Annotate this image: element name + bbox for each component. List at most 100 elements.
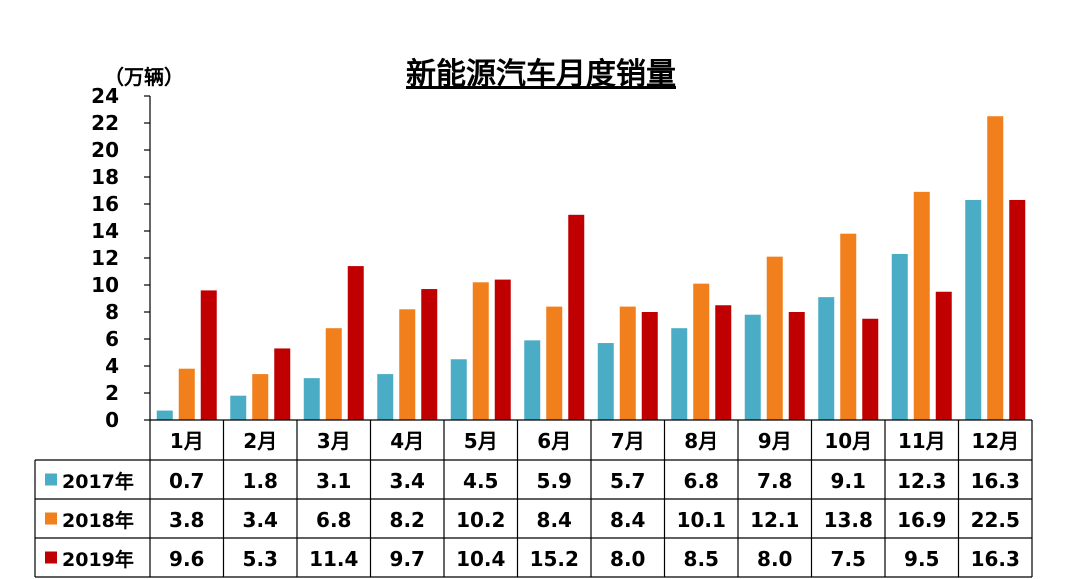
y-tick-label: 12 (91, 246, 119, 270)
data-label: 5.3 (243, 547, 278, 571)
data-label: 3.4 (390, 469, 425, 493)
category-label: 7月 (611, 429, 645, 453)
bar (891, 253, 908, 420)
data-label: 4.5 (463, 469, 498, 493)
bar (619, 306, 636, 420)
bar (399, 309, 416, 420)
category-label: 3月 (317, 429, 351, 453)
bar (641, 312, 658, 420)
bar (200, 290, 217, 420)
data-label: 3.1 (316, 469, 351, 493)
legend-swatch (45, 473, 57, 486)
data-table: 1月 2月 3月 4月 5月 6月 7月 8月 9月 10月 11月 12月 2017年 0.7 1.8 3.… (34, 419, 1033, 578)
y-unit-label: （万辆） (104, 65, 184, 89)
legend-swatch (45, 551, 57, 564)
data-label: 8.2 (390, 508, 425, 532)
data-label: 9.5 (904, 547, 939, 571)
category-label: 1月 (170, 429, 204, 453)
chart-title: 新能源汽车月度销量 (406, 57, 676, 92)
bar (597, 343, 614, 420)
bar (450, 359, 467, 420)
y-tick-label: 22 (91, 111, 119, 135)
y-tick-label: 2 (105, 381, 119, 405)
category-label: 8月 (684, 429, 718, 453)
bar (693, 283, 710, 420)
data-label: 8.0 (757, 547, 792, 571)
category-label: 2月 (243, 429, 277, 453)
data-label: 10.2 (456, 508, 505, 532)
data-label: 7.5 (831, 547, 866, 571)
y-tick-label: 0 (105, 408, 119, 432)
data-label: 12.1 (750, 508, 799, 532)
bar (178, 368, 195, 420)
bar (377, 374, 394, 420)
bar (862, 318, 879, 420)
data-label: 11.4 (309, 547, 358, 571)
bar (840, 233, 857, 420)
category-label: 9月 (758, 429, 792, 453)
category-label: 11月 (898, 429, 946, 453)
bar (156, 410, 173, 420)
data-label: 9.7 (390, 547, 425, 571)
data-label: 16.3 (971, 469, 1020, 493)
bar (744, 314, 761, 420)
bar (347, 266, 364, 420)
y-tick-label: 24 (91, 84, 119, 108)
data-label: 8.0 (610, 547, 645, 571)
bar (568, 214, 585, 420)
y-tick-label: 8 (105, 300, 119, 324)
data-label: 5.7 (610, 469, 645, 493)
legend-swatch (45, 512, 57, 525)
bar (325, 328, 342, 420)
data-label: 8.5 (684, 547, 719, 571)
data-label: 1.8 (243, 469, 278, 493)
data-label: 6.8 (316, 508, 351, 532)
bar (421, 289, 438, 420)
bar (494, 279, 511, 420)
category-label: 10月 (824, 429, 872, 453)
y-tick-label: 18 (91, 165, 119, 189)
data-label: 3.8 (169, 508, 204, 532)
bar (230, 395, 247, 420)
bar (524, 340, 541, 420)
bar (472, 282, 489, 420)
data-label: 9.1 (831, 469, 866, 493)
bar (252, 374, 269, 420)
legend-label: 2017年 (62, 470, 134, 493)
data-label: 0.7 (169, 469, 204, 493)
y-tick-label: 10 (91, 273, 119, 297)
data-label: 8.4 (537, 508, 572, 532)
legend-label: 2018年 (62, 509, 134, 532)
data-label: 5.9 (537, 469, 572, 493)
data-label: 3.4 (243, 508, 278, 532)
bar (303, 378, 320, 420)
bar (935, 291, 952, 420)
y-tick-label: 14 (91, 219, 119, 243)
y-tick-label: 16 (91, 192, 119, 216)
category-label: 12月 (971, 429, 1019, 453)
y-tick-label: 20 (91, 138, 119, 162)
data-label: 10.1 (677, 508, 726, 532)
y-tick-label: 6 (105, 327, 119, 351)
bar (913, 191, 930, 420)
category-label: 6月 (537, 429, 571, 453)
data-label: 6.8 (684, 469, 719, 493)
bar (1009, 199, 1026, 420)
bars (156, 116, 1026, 420)
bar (965, 199, 982, 420)
bar (788, 312, 805, 420)
data-label: 8.4 (610, 508, 645, 532)
data-label: 22.5 (971, 508, 1020, 532)
bar (766, 256, 783, 420)
data-label: 12.3 (897, 469, 946, 493)
data-label: 13.8 (824, 508, 873, 532)
data-label: 15.2 (530, 547, 579, 571)
bar (987, 116, 1004, 420)
category-label: 4月 (390, 429, 424, 453)
bar (671, 328, 688, 420)
bar (715, 305, 732, 420)
bar (546, 306, 563, 420)
data-label: 10.4 (456, 547, 505, 571)
data-label: 16.3 (971, 547, 1020, 571)
